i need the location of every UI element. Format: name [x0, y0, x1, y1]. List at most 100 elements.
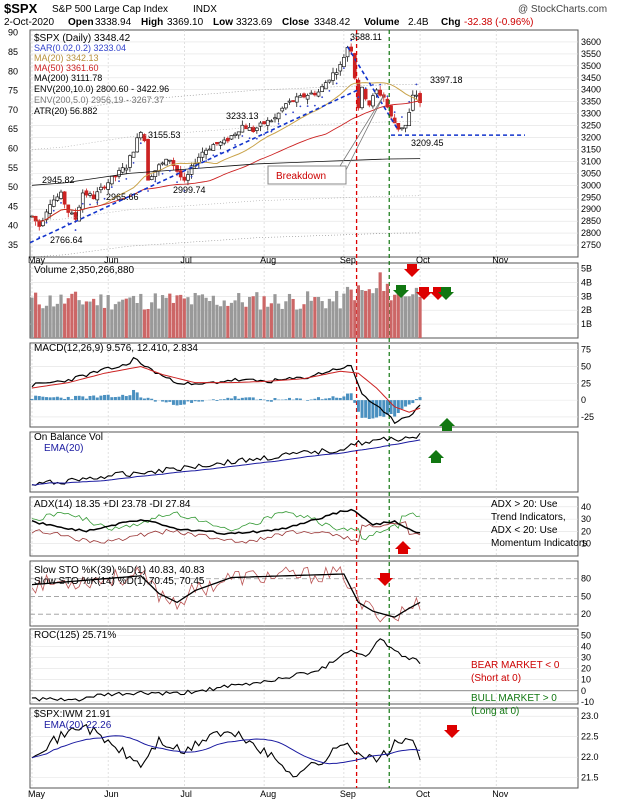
x-tick-label-top: Nov — [492, 255, 509, 265]
macd-histogram-bar — [194, 400, 197, 401]
volume-bar — [299, 309, 302, 338]
volume-bar — [379, 272, 382, 338]
roc-y-tick-label: 0 — [581, 686, 586, 696]
price-candle — [226, 138, 229, 141]
volume-bar — [45, 306, 48, 338]
volume-bar — [183, 298, 186, 338]
volume-bar — [244, 307, 247, 338]
price-candle — [161, 163, 164, 164]
price-candle — [70, 213, 73, 214]
roc-title: ROC(125) 25.71% — [34, 630, 116, 641]
y-tick-label-left: 65 — [8, 124, 18, 134]
sar-dot — [60, 202, 62, 204]
y-tick-label-left: 80 — [8, 66, 18, 76]
adx-y-tick-label: 30 — [581, 514, 591, 524]
price-candle — [408, 112, 411, 125]
y-tick-label-right: 3200 — [581, 133, 601, 143]
volume-bar — [157, 309, 160, 338]
volume-bar — [418, 297, 421, 338]
price-candle — [263, 122, 266, 124]
sar-dot — [321, 96, 323, 98]
price-candle — [223, 140, 226, 143]
price-candle — [244, 126, 247, 129]
adx-y-tick-label: 40 — [581, 502, 591, 512]
volume-bar — [368, 289, 371, 338]
x-tick-label-bottom: Nov — [492, 789, 509, 799]
macd-histogram-bar — [74, 396, 77, 400]
macd-histogram-bar — [288, 398, 291, 400]
price-candle — [78, 207, 81, 221]
volume-bar — [310, 301, 313, 338]
ratio-title: $SPX:IWM 21.91 — [34, 709, 111, 720]
price-candle — [248, 127, 251, 130]
x-tick-label-top: Jul — [180, 255, 192, 265]
volume-y-tick-label: 3B — [581, 291, 592, 301]
macd-histogram-bar — [34, 396, 37, 400]
sar-dot — [234, 144, 236, 146]
price-candle — [281, 108, 284, 111]
macd-histogram-bar — [150, 399, 153, 400]
date: 2-Oct-2020 — [4, 17, 54, 28]
adx-title: ADX(14) 18.35 +DI 23.78 -DI 27.84 — [34, 499, 191, 510]
sar-dot — [270, 131, 272, 133]
volume-bar — [30, 298, 33, 338]
sar-dot — [416, 84, 418, 86]
volume-bar — [259, 310, 262, 338]
price-candle — [234, 134, 237, 135]
macd-histogram-bar — [114, 397, 117, 400]
obv-legend-ema: EMA(20) — [44, 443, 83, 454]
price-candle — [114, 176, 117, 177]
roc-y-tick-label: 20 — [581, 664, 591, 674]
adx-note-2: Trend Indicators, — [491, 512, 566, 523]
macd-histogram-bar — [328, 398, 331, 400]
macd-histogram-bar — [176, 400, 179, 405]
sto-y-tick-label: 50 — [581, 591, 591, 601]
macd-histogram-bar — [313, 399, 316, 400]
price-candle — [390, 106, 393, 116]
volume-bar — [346, 287, 349, 338]
macd-histogram-bar — [85, 399, 88, 400]
macd-histogram-bar — [78, 396, 81, 400]
sar-dot — [249, 137, 251, 139]
price-candle — [303, 94, 306, 97]
macd-y-tick-label: -25 — [581, 412, 594, 422]
y-tick-label-left: 60 — [8, 144, 18, 154]
volume-bar — [179, 295, 182, 338]
price-candle — [85, 191, 88, 195]
sar-dot — [387, 95, 389, 97]
price-candle — [284, 104, 287, 108]
volume-bar — [41, 308, 44, 338]
price-candle — [288, 101, 291, 102]
volume-bar — [233, 300, 236, 338]
volume-bar — [154, 293, 157, 338]
macd-histogram-bar — [89, 396, 92, 400]
adx-note-4: Momentum Indicators — [491, 538, 587, 549]
price-candle — [270, 121, 273, 122]
volume-bar — [302, 304, 305, 338]
volume-bar — [375, 288, 378, 338]
macd-histogram-bar — [397, 400, 400, 413]
volume-bar — [150, 302, 153, 338]
chg-label: Chg — [441, 17, 460, 28]
y-tick-label-left: 50 — [8, 182, 18, 192]
volume-bar — [411, 294, 414, 338]
macd-histogram-bar — [186, 400, 189, 401]
macd-histogram-bar — [306, 400, 309, 401]
volume-bar — [107, 295, 110, 338]
volume-y-tick-label: 2B — [581, 305, 592, 315]
price-candle — [237, 132, 240, 135]
macd-histogram-bar — [408, 400, 411, 404]
sar-dot — [191, 176, 193, 178]
roc-y-tick-label: -10 — [581, 697, 594, 707]
roc-bear-sub: (Short at 0) — [471, 673, 521, 684]
x-tick-label-bottom: Jun — [104, 789, 119, 799]
macd-histogram-bar — [103, 395, 106, 400]
price-candle — [52, 200, 55, 206]
y-tick-label-left: 70 — [8, 105, 18, 115]
sar-dot — [401, 116, 403, 118]
roc-y-tick-label: 30 — [581, 653, 591, 663]
annotation-2965: 2965.66 — [106, 192, 139, 202]
volume-bar — [270, 303, 273, 338]
volume-bar — [78, 300, 81, 338]
x-tick-label-bottom: Sep — [340, 789, 356, 799]
